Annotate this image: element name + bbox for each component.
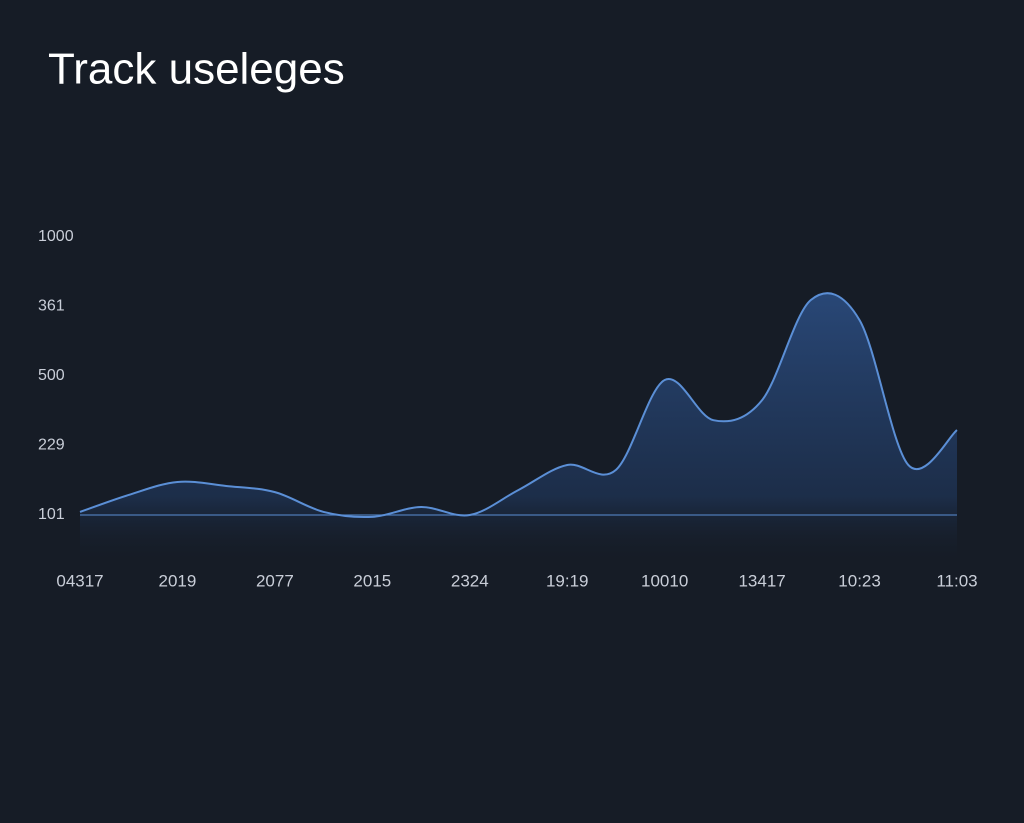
y-tick-label: 229 [38, 437, 65, 454]
area-fill [80, 293, 957, 565]
x-tick-label: 10010 [641, 571, 688, 590]
x-tick-label: 2015 [353, 571, 391, 590]
x-tick-label: 2077 [256, 571, 294, 590]
x-tick-label: 04317 [56, 571, 103, 590]
y-tick-label: 500 [38, 367, 65, 384]
x-tick-label: 11:03 [936, 571, 977, 590]
y-tick-label: 1000 [38, 228, 74, 245]
y-tick-label: 101 [38, 506, 65, 523]
x-tick-label: 2324 [451, 571, 489, 590]
x-tick-label: 2019 [159, 571, 197, 590]
line [79, 292, 958, 519]
x-tick-label: 19:19 [546, 571, 589, 590]
x-tick-label: 10:23 [838, 571, 881, 590]
y-tick-label: 361 [38, 298, 65, 315]
chart-title: Track useleges [48, 45, 345, 94]
x-tick-label: 13417 [738, 571, 785, 590]
